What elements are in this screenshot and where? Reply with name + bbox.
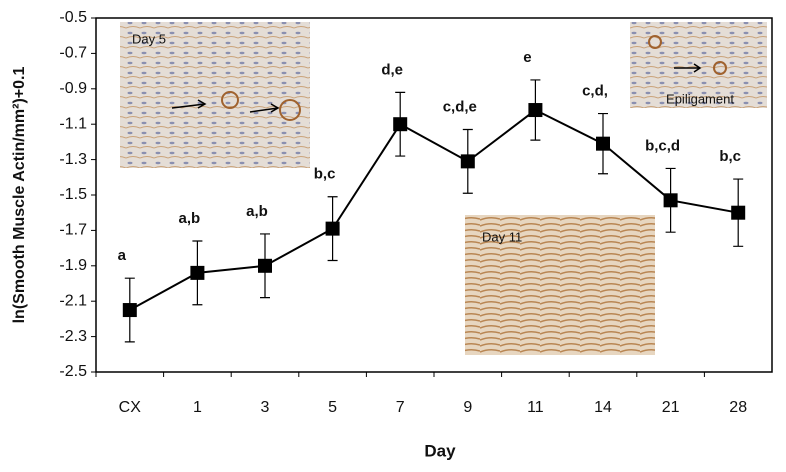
data-point xyxy=(731,205,746,220)
x-tick-label: 28 xyxy=(729,399,747,416)
y-tick-label: -1.9 xyxy=(59,257,87,274)
y-tick-label: -2.5 xyxy=(59,363,87,380)
y-tick-label: -1.3 xyxy=(59,151,87,168)
data-point xyxy=(663,193,678,208)
y-tick-label: -0.7 xyxy=(59,45,87,62)
data-point xyxy=(596,136,610,151)
y-tick-label: -0.5 xyxy=(59,9,87,26)
significance-label: e xyxy=(523,49,531,66)
micrograph xyxy=(120,22,310,168)
x-tick-label: 14 xyxy=(594,399,612,416)
y-tick-label: -1.7 xyxy=(59,222,87,239)
y-tick-label: -2.3 xyxy=(59,328,87,345)
x-axis-label: Day xyxy=(424,441,456,460)
significance-label: a xyxy=(118,247,127,264)
inset-label: Day 11 xyxy=(482,229,522,244)
x-tick-label: 1 xyxy=(193,399,202,416)
x-tick-label: CX xyxy=(119,399,142,416)
inset-day5: Day 5 xyxy=(120,22,310,168)
data-point xyxy=(258,258,272,273)
data-point xyxy=(393,117,408,132)
y-tick-label: -2.1 xyxy=(59,292,87,309)
x-tick-label: 7 xyxy=(396,399,405,416)
inset-epiligament: Epiligament xyxy=(630,22,767,108)
vessel xyxy=(648,35,662,49)
inset-day11: Day 11 xyxy=(465,215,655,355)
y-tick-label: -0.9 xyxy=(59,80,87,97)
vessel xyxy=(713,61,727,75)
significance-label: d,e xyxy=(381,61,403,78)
y-tick-label: -1.5 xyxy=(59,186,87,203)
y-axis-label: ln(Smooth Muscle Actin/mm²)+0.1 xyxy=(11,67,28,324)
arrow xyxy=(674,63,702,73)
vessel xyxy=(221,91,239,109)
significance-label: b,c xyxy=(719,148,741,165)
data-point xyxy=(190,265,205,280)
x-tick-label: 9 xyxy=(463,399,472,416)
y-tick-label: -1.1 xyxy=(59,115,87,132)
significance-label: c,d,e xyxy=(443,98,477,115)
data-point xyxy=(528,103,543,118)
arrow xyxy=(171,99,280,113)
x-tick-label: 5 xyxy=(328,399,337,416)
vessel xyxy=(279,99,301,121)
data-line xyxy=(129,108,739,311)
significance-label: b,c,d xyxy=(645,137,680,154)
inset-label: Day 5 xyxy=(132,31,166,46)
significance-label: c,d, xyxy=(582,83,608,100)
x-tick-label: 11 xyxy=(527,399,544,416)
data-point xyxy=(122,303,137,318)
micrograph xyxy=(465,215,655,355)
significance-label: a,b xyxy=(179,210,201,227)
significance-label: b,c xyxy=(314,166,336,183)
data-point xyxy=(325,221,340,236)
x-tick-label: 3 xyxy=(261,399,270,416)
inset-label: Epiligament xyxy=(666,91,734,106)
data-point xyxy=(460,154,475,169)
significance-label: a,b xyxy=(246,203,268,220)
x-tick-label: 21 xyxy=(662,399,680,416)
